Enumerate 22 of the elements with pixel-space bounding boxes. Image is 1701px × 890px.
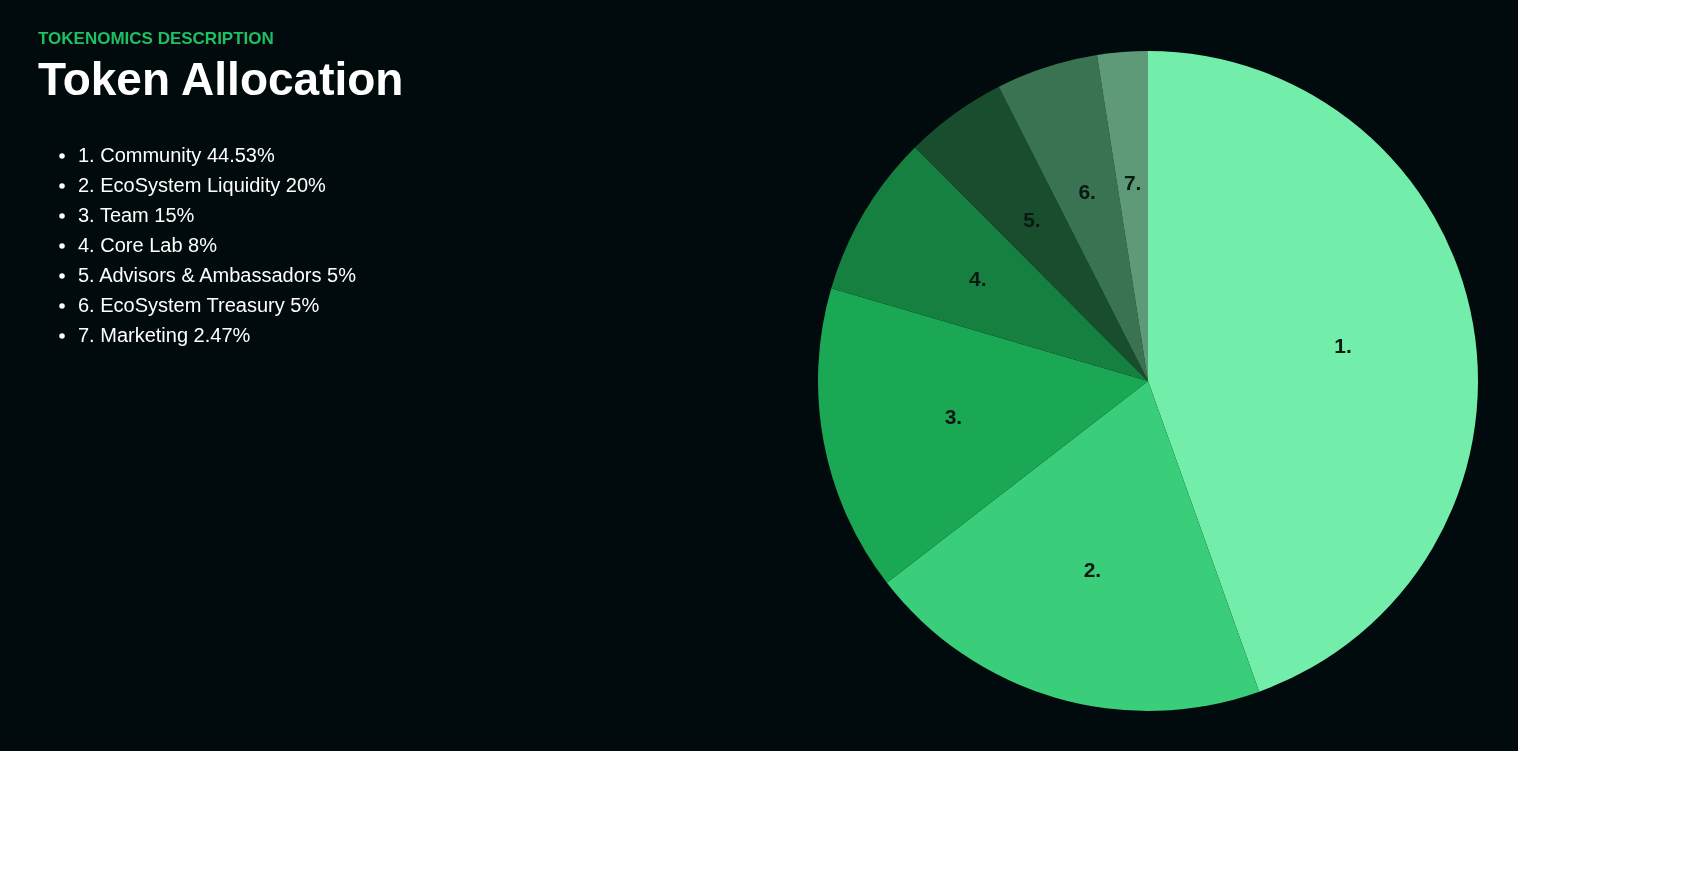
text: 3. Team 15% xyxy=(78,204,195,226)
text: 5. Advisors & Ambassadors 5% xyxy=(78,264,357,286)
text: 7. Marketing 2.47% xyxy=(78,324,251,346)
slice-label: 3. xyxy=(944,404,963,428)
text: 4. Core Lab 8% xyxy=(78,234,218,256)
text: Token Allocation xyxy=(38,53,404,105)
pie-slice xyxy=(915,86,1148,381)
pie-slice xyxy=(998,54,1148,381)
slice-label: 2. xyxy=(1083,558,1102,582)
pie-slice xyxy=(1148,51,1478,692)
pie-slice xyxy=(818,288,1148,583)
pie-slice xyxy=(886,381,1260,711)
text: 2. EcoSystem Liquidity 20% xyxy=(78,174,327,196)
text: 1. Community 44.53% xyxy=(78,144,275,166)
slice-label: 6. xyxy=(1078,179,1096,203)
slice-label: 1. xyxy=(1334,334,1352,358)
slice-label: 7. xyxy=(1123,170,1142,194)
text: TOKENOMICS DESCRIPTION xyxy=(38,29,274,48)
pie-slice xyxy=(831,147,1148,381)
pie-slice xyxy=(1096,51,1148,381)
slice-label: 4. xyxy=(969,266,987,290)
text: 6. EcoSystem Treasury 5% xyxy=(78,294,320,316)
